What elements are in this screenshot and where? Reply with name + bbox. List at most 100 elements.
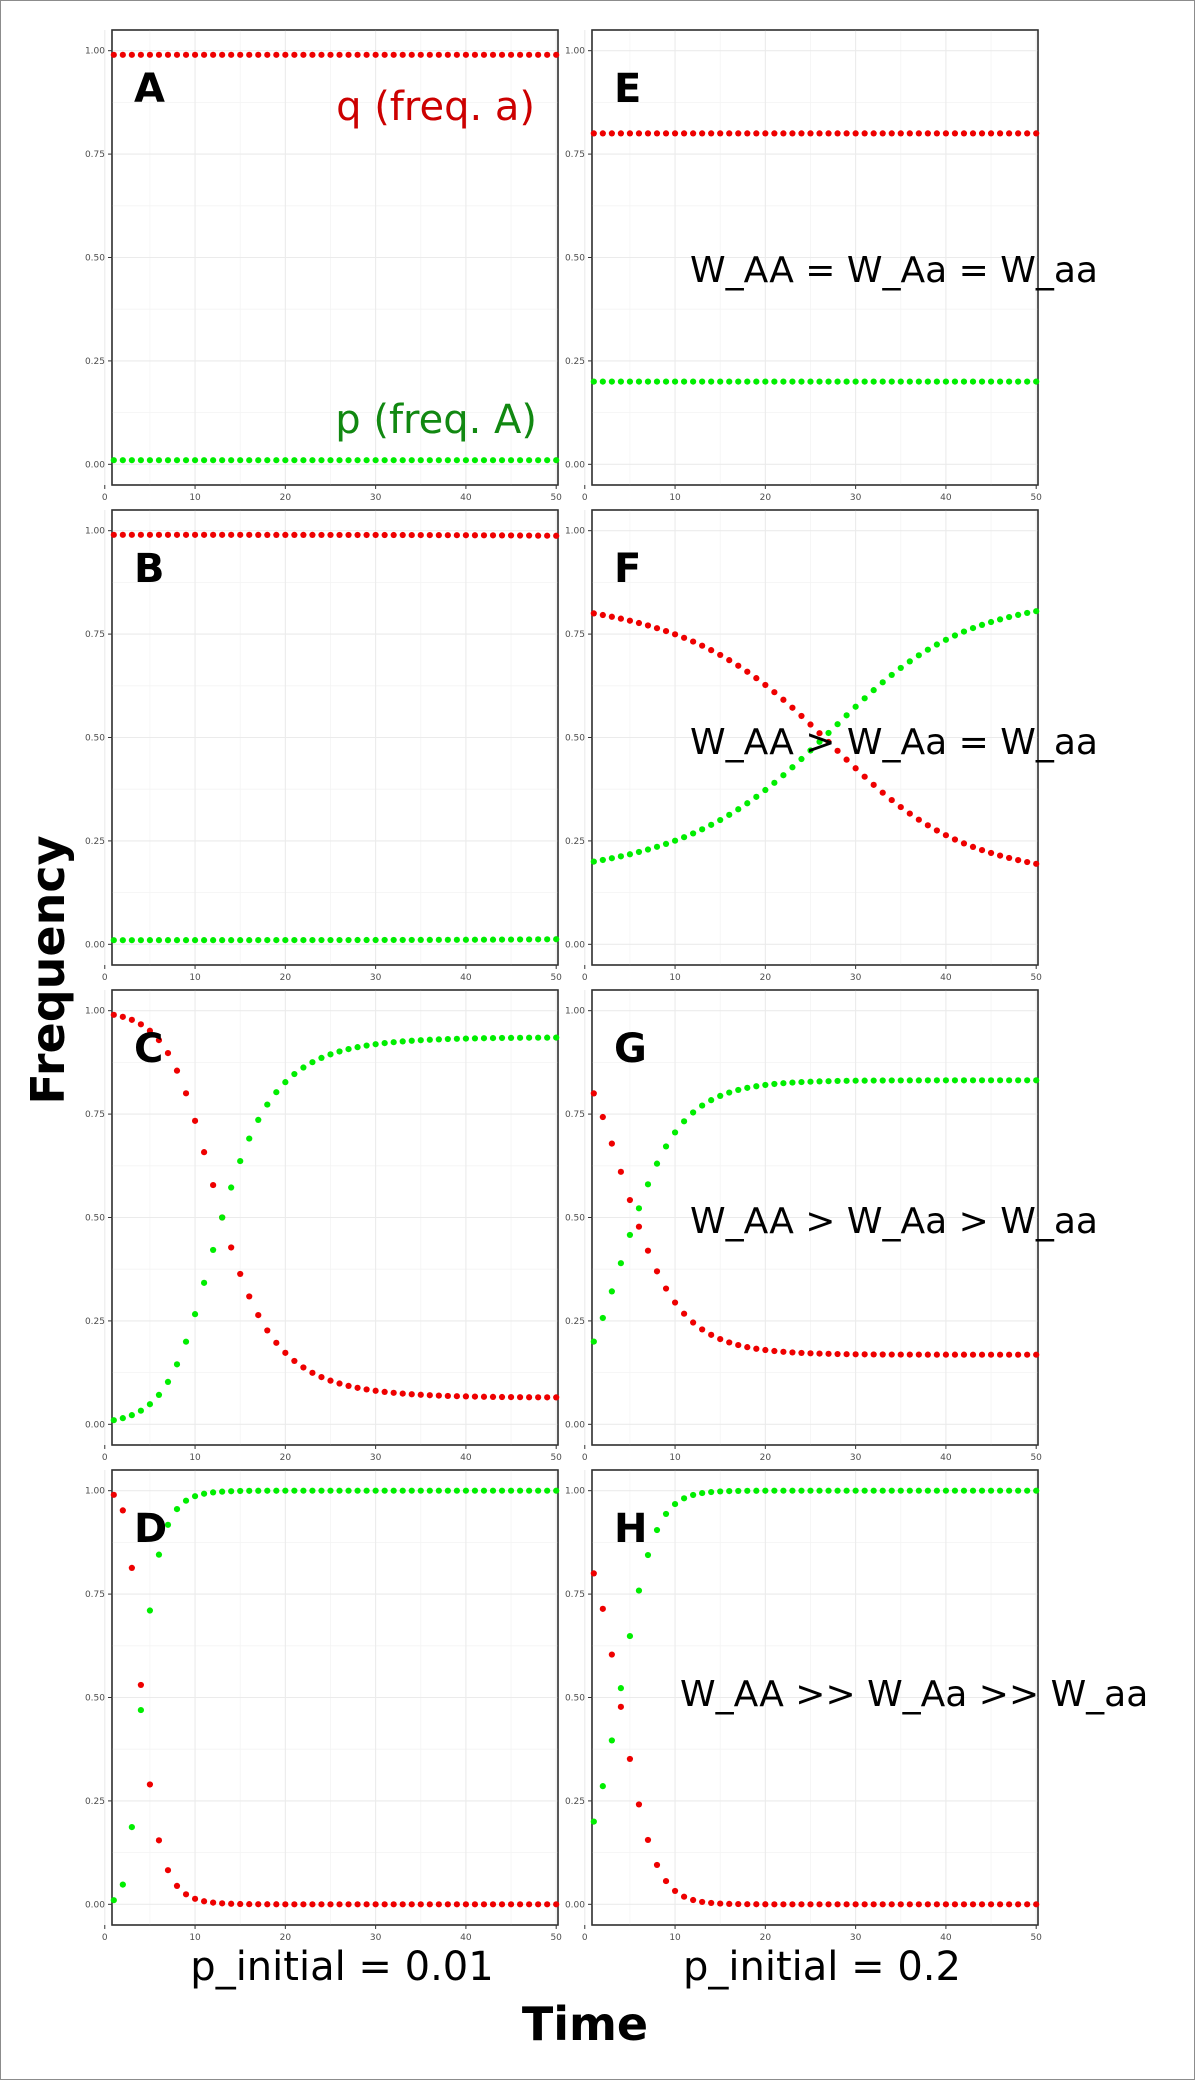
q-point <box>535 1901 542 1908</box>
q-point <box>246 1293 253 1300</box>
p-point <box>1024 609 1031 617</box>
p-point <box>435 936 442 943</box>
plot-border <box>111 29 559 486</box>
q-point <box>535 532 542 539</box>
panel-e: 0 10 20 30 40 50 0.00 0.25 0.50 0.75 1.00 E <box>565 29 1042 503</box>
p-point <box>789 764 796 771</box>
panel-d: 0 10 20 30 40 50 0.00 0.25 0.50 0.75 1.00 D <box>85 1469 562 1943</box>
p-point <box>535 457 542 464</box>
p-point <box>273 937 280 944</box>
q-point <box>852 765 859 772</box>
q-point <box>390 1389 397 1396</box>
x-tick-label: 20 <box>760 1933 772 1943</box>
q-point <box>417 532 424 539</box>
p-point <box>137 1706 144 1714</box>
q-point <box>996 1901 1004 1908</box>
x-tick-label: 20 <box>280 493 292 503</box>
p-point <box>653 378 661 385</box>
y-tick-label: 0.00 <box>85 460 105 470</box>
p-point <box>219 1214 226 1221</box>
q-point <box>1024 130 1031 137</box>
plot-border <box>591 29 1039 486</box>
q-point <box>1006 1351 1013 1358</box>
p-point <box>327 936 334 944</box>
q-point <box>879 1351 886 1358</box>
series-p <box>590 608 1040 865</box>
x-tick-label: 20 <box>280 973 292 983</box>
p-point <box>309 937 316 944</box>
q-point <box>498 51 506 58</box>
q-point <box>354 531 361 539</box>
q-point <box>717 1336 724 1343</box>
p-point <box>1006 1487 1013 1494</box>
x-tick-label: 50 <box>550 973 562 983</box>
q-point <box>246 1901 253 1908</box>
q-point <box>960 1901 968 1908</box>
series-p <box>110 1487 560 1904</box>
p-point <box>444 457 451 464</box>
p-point <box>426 457 433 464</box>
p-point <box>825 1078 832 1085</box>
p-point <box>535 1487 542 1494</box>
q-point <box>327 1377 334 1384</box>
q-point <box>137 531 144 538</box>
p-point <box>489 1035 497 1042</box>
q-point <box>834 1350 841 1358</box>
q-point <box>888 130 895 137</box>
q-point <box>942 1351 950 1358</box>
p-point <box>146 1607 154 1614</box>
p-point <box>507 936 515 943</box>
q-point <box>146 1781 154 1788</box>
p-point <box>951 378 959 385</box>
q-point <box>354 1901 361 1908</box>
q-point <box>264 1327 271 1334</box>
p-point <box>699 1489 706 1497</box>
p-point <box>354 1044 361 1051</box>
y-tick-label: 0.00 <box>85 1420 105 1430</box>
q-point <box>617 1168 624 1175</box>
q-point <box>1006 130 1013 137</box>
p-point <box>1015 611 1022 619</box>
q-point <box>291 1357 298 1365</box>
q-point <box>599 1605 606 1612</box>
p-point <box>680 834 688 841</box>
q-point <box>816 1901 823 1908</box>
p-point <box>336 457 343 464</box>
q-point <box>444 532 451 539</box>
p-point <box>1033 1077 1040 1084</box>
q-point <box>762 681 769 689</box>
q-point <box>318 51 325 58</box>
q-point <box>987 130 995 137</box>
p-point <box>726 1089 733 1096</box>
q-point <box>825 1901 832 1908</box>
p-point <box>255 1116 262 1123</box>
q-point <box>978 130 986 137</box>
p-point <box>228 457 235 464</box>
p-point <box>237 1487 244 1495</box>
q-point <box>137 51 144 58</box>
q-point <box>762 130 769 137</box>
q-point <box>182 51 190 58</box>
q-point <box>969 1901 977 1908</box>
q-point <box>417 1901 424 1908</box>
p-point <box>807 378 814 385</box>
panel-b: 0 10 20 30 40 50 0.00 0.25 0.50 0.75 1.00 B <box>85 509 562 983</box>
q-point <box>345 531 352 539</box>
p-point <box>399 1487 406 1494</box>
q-point <box>825 1350 832 1357</box>
p-point <box>372 1487 379 1494</box>
y-tick-label: 0.25 <box>565 1797 585 1807</box>
p-point <box>498 1487 506 1494</box>
x-tick-label: 0 <box>102 973 108 983</box>
panel-letter: G <box>614 1026 647 1072</box>
p-point <box>915 1077 922 1084</box>
q-point <box>444 1392 451 1400</box>
p-point <box>879 1487 886 1494</box>
panel-f: 0 10 20 30 40 50 0.00 0.25 0.50 0.75 1.00 F <box>565 509 1042 983</box>
q-point <box>291 51 298 58</box>
p-point <box>435 457 442 464</box>
p-point <box>870 1077 877 1084</box>
p-point <box>426 1487 433 1494</box>
p-point <box>662 378 670 385</box>
y-tick-label: 0.00 <box>85 940 105 950</box>
